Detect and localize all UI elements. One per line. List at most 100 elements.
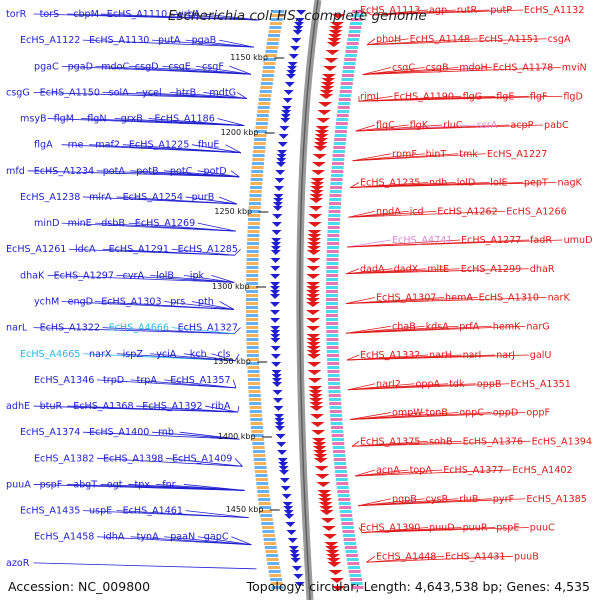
gene-label-right: dhaR — [530, 264, 555, 275]
gene-label-right: EcHS_A1113 — [360, 5, 420, 16]
gene-label-right: dadX — [394, 264, 419, 275]
gene-label-left: EcHS_A1409 — [172, 453, 232, 464]
gene-label-left: mlrA — [89, 192, 112, 203]
gene-label-right: lolD — [457, 178, 476, 189]
gene-label-right: pabC — [544, 120, 569, 131]
gene-label-left: adhE — [6, 401, 30, 412]
gene-label-right: narI — [463, 350, 482, 361]
gene-label-left: htrB — [176, 87, 196, 98]
gene-label-right: rluB — [459, 494, 478, 505]
gene-label-right: rimJ — [360, 91, 379, 102]
gene-label-left: EcHS_A1150 — [40, 87, 100, 98]
gene-label-right: rutR — [457, 5, 478, 16]
gene-label-right: puuR — [463, 523, 488, 534]
gene-label-right: narK — [548, 293, 571, 304]
gene-label-right: phoH — [376, 34, 401, 45]
gene-label-left: EcHS_A4665 — [20, 349, 80, 360]
gene-label-right: EcHS_A1402 — [512, 465, 572, 476]
gene-label-left: engD — [68, 297, 93, 308]
gene-label-left: solA — [109, 87, 130, 98]
gene-label-left: fnr — [162, 479, 175, 490]
gene-label-left: EcHS_A1225 — [129, 140, 189, 151]
gene-label-right: mltE — [427, 264, 449, 275]
gene-label-left: ispZ — [123, 349, 144, 360]
gene-label-right: acpP — [510, 120, 533, 131]
gene-label-left: pgaD — [68, 61, 93, 72]
gene-label-right: lolE — [490, 178, 507, 189]
gene-label-left: flgA — [34, 140, 53, 151]
gene-label-right: oppC — [459, 408, 484, 419]
gene-label-left: EcHS_A1346 — [34, 375, 94, 386]
gene-label-right: flgD — [563, 91, 583, 102]
gene-label-right: EcHS_A1227 — [487, 149, 547, 160]
gene-label-left: EcHS_A1269 — [135, 218, 195, 229]
gene-label-left: purB — [192, 192, 215, 203]
gene-label-right: tdk — [449, 379, 465, 390]
gene-label-right: ndh — [429, 178, 447, 189]
gene-label-right: EcHS_A1266 — [506, 206, 566, 217]
gene-label-left: yciA — [156, 349, 177, 360]
gene-label-right: nagK — [558, 178, 583, 189]
gene-label-right: EcHS_A1277 — [461, 235, 521, 246]
gene-label-right: EcHS_A4741 — [392, 235, 452, 246]
gene-label-right: umuD — [564, 235, 593, 246]
gene-label-left: flgM — [54, 114, 74, 125]
accession-text: Accession: NC_009800 — [8, 579, 151, 594]
gene-label-left: gapC — [204, 532, 229, 543]
gene-label-right: EcHS_A1262 — [437, 206, 497, 217]
gene-label-right: EcHS_A1375 — [360, 436, 420, 447]
gene-label-left: dsbB — [101, 218, 125, 229]
topology-text: Topology: circular; Length: 4,643,538 bp… — [246, 579, 590, 594]
gene-label-left: minE — [68, 218, 92, 229]
gene-label-left: tpx — [135, 479, 151, 490]
gene-label-right: chaB — [392, 321, 416, 332]
label-connectors — [27, 9, 563, 570]
gene-label-right: puuB — [514, 551, 539, 562]
gene-label-right: mdoH — [459, 63, 488, 74]
gene-label-right: kdsA — [426, 321, 450, 332]
gene-label-right: ssrA — [477, 120, 498, 131]
gene-label-left: mdtG — [209, 87, 236, 98]
gene-label-right: narG — [526, 321, 549, 332]
gene-label-right: flgC — [376, 120, 395, 131]
gene-label-right: ompW — [392, 408, 423, 419]
gene-label-right: rpmF — [392, 149, 417, 160]
gene-label-left: EcHS_A1291 — [109, 244, 169, 255]
gene-label-left: dhaK — [20, 270, 45, 281]
feature-tracks — [246, 10, 365, 591]
gene-label-right: narJ — [496, 350, 515, 361]
gene-label-right: EcHS_A1390 — [360, 523, 420, 534]
gene-label-left: potD — [204, 166, 227, 177]
gene-label-right: EcHS_A1377 — [443, 465, 503, 476]
gene-label-left: torR — [6, 9, 27, 20]
gene-label-left: grxB — [121, 114, 143, 125]
gene-label-right: puuD — [429, 523, 455, 534]
gene-label-right: acnA — [376, 465, 400, 476]
gene-label-right: prfA — [459, 321, 479, 332]
gene-label-left: mdoC — [101, 61, 129, 72]
gene-label-left: EcHS_A1234 — [34, 166, 94, 177]
gene-label-left: EcHS_A1297 — [54, 270, 114, 281]
gene-label-left: putA — [158, 35, 181, 46]
tick-label: 1300 kbp — [212, 282, 250, 291]
gene-label-left: csgF — [202, 61, 224, 72]
gene-label-left: uspE — [89, 506, 112, 517]
gene-label-left: tynA — [137, 532, 160, 543]
gene-label-left: potB — [136, 166, 158, 177]
gene-label-left: potC — [170, 166, 193, 177]
gene-label-right: tmk — [459, 149, 478, 160]
gene-label-left: paaN — [170, 532, 195, 543]
gene-label-left: pgaB — [192, 35, 217, 46]
gene-label-left: EcHS_A1398 — [103, 453, 163, 464]
gene-label-left: ogt — [107, 479, 123, 490]
gene-label-left: pgaC — [34, 61, 59, 72]
gene-label-left: narL — [6, 323, 28, 334]
gene-label-right: EcHS_A1431 — [445, 551, 505, 562]
gene-label-left: fhuE — [198, 140, 220, 151]
gene-label-left: flgN — [87, 114, 106, 125]
gene-label-right: EcHS_A1310 — [479, 293, 539, 304]
gene-label-right: EcHS_A1394 — [532, 436, 592, 447]
gene-label-right: rluC — [443, 120, 463, 131]
gene-label-left: idhA — [103, 532, 125, 543]
